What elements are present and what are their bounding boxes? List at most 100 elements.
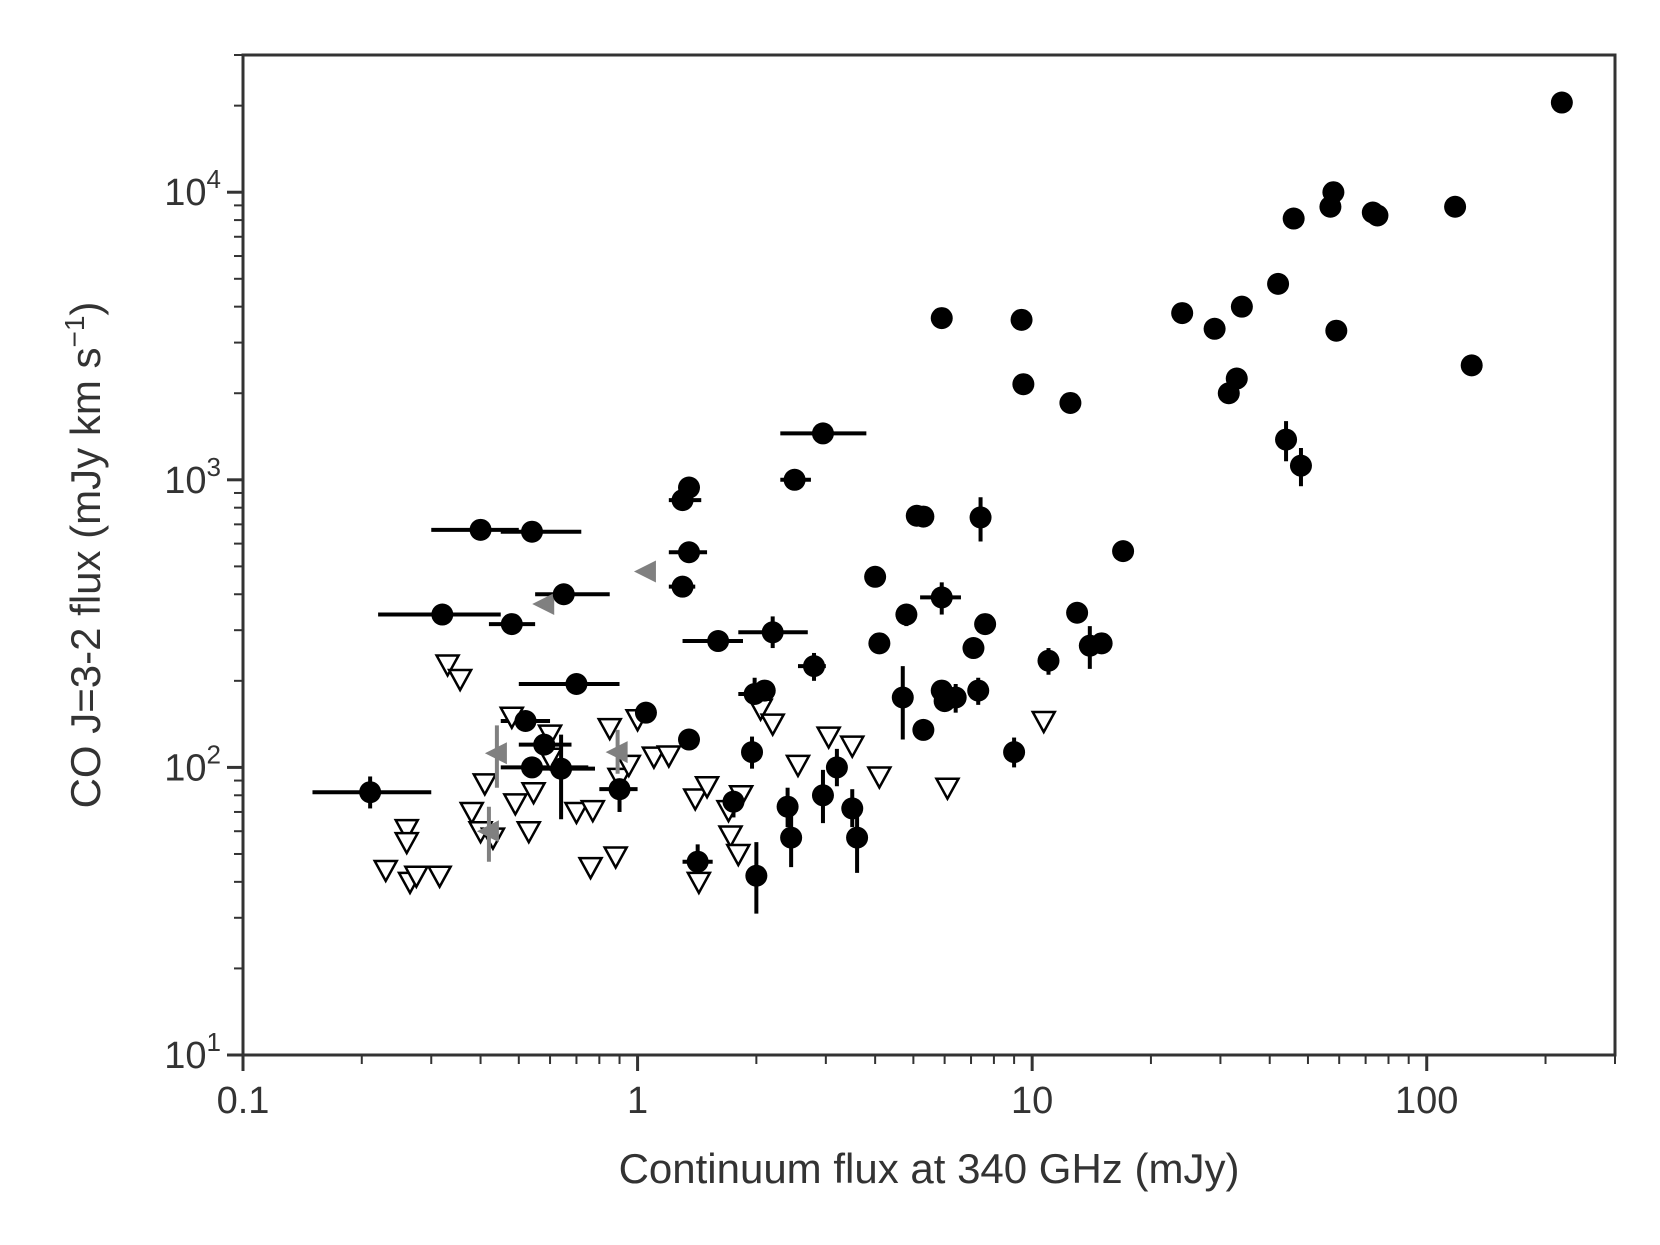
continuum-limit-marker (484, 742, 507, 765)
y-axis-title-sup: −1 (59, 316, 90, 348)
detection-point (1112, 540, 1135, 563)
detection-point (912, 718, 935, 741)
y-tick-label-base: 10 (164, 747, 206, 789)
detection-point (846, 826, 869, 849)
detection-point (520, 520, 543, 543)
detection-point (514, 709, 537, 732)
x-tick-label: 10 (1011, 1080, 1053, 1122)
y-tick-label-exponent: 1 (207, 1027, 221, 1057)
detection-point (1366, 204, 1389, 227)
upper-limit-marker (655, 745, 682, 770)
detection-point (741, 741, 764, 764)
detection-point (930, 586, 953, 609)
detection-point (745, 864, 768, 887)
plot-marks (312, 91, 1573, 914)
continuum-limit-marker (476, 820, 499, 843)
continuum-limit-marker (532, 592, 555, 615)
detection-point (431, 603, 454, 626)
detection-point (1012, 373, 1035, 396)
detection-point (722, 790, 745, 813)
upper-limit-marker (640, 746, 668, 771)
y-tick-label-base: 10 (164, 1035, 206, 1077)
upper-limit-marker (458, 801, 485, 826)
detection-point (1066, 601, 1089, 624)
upper-limit-marker (759, 713, 786, 738)
detection-point (1322, 181, 1345, 204)
upper-limit-marker (866, 766, 893, 791)
detection-point (1230, 295, 1253, 318)
detection-point (500, 613, 523, 636)
upper-limit-marker (563, 801, 590, 826)
detection-point (912, 505, 935, 528)
y-tick-label: 104 (164, 164, 221, 214)
detection-point (678, 541, 701, 564)
x-axis-title: Continuum flux at 340 GHz (mJy) (619, 1145, 1240, 1192)
x-tick-label: 0.1 (217, 1080, 270, 1122)
detection-point (678, 476, 701, 499)
y-tick-label-exponent: 3 (207, 452, 221, 482)
upper-limit-marker (471, 773, 498, 797)
detection-point (930, 307, 953, 330)
detection-point (1203, 317, 1226, 340)
y-tick-label: 103 (164, 452, 221, 502)
upper-limit-marker (682, 788, 709, 813)
detection-point (895, 603, 918, 626)
detection-point (707, 630, 730, 653)
detection-point (967, 679, 990, 702)
detection-point (1225, 367, 1248, 390)
upper-limit-marker (579, 799, 606, 824)
upper-limit-marker (393, 818, 420, 843)
x-tick-label: 1 (627, 1080, 648, 1122)
upper-limit-marker (403, 865, 430, 890)
upper-limit-marker (717, 825, 744, 850)
detection-point (1267, 272, 1290, 295)
detection-point (1059, 391, 1082, 414)
y-tick-label-exponent: 4 (207, 164, 221, 194)
detection-point (811, 784, 834, 807)
upper-limit-marker (725, 843, 752, 868)
detection-point (825, 756, 848, 779)
detection-point (469, 518, 492, 541)
detection-point (634, 701, 657, 724)
detection-point (608, 778, 631, 801)
upper-limit-marker (426, 865, 453, 890)
upper-limit-marker (434, 654, 461, 679)
detection-point (1003, 741, 1026, 764)
detection-point (753, 679, 776, 702)
y-tick-label: 101 (164, 1027, 221, 1077)
detection-point (944, 686, 967, 709)
y-tick-label-exponent: 2 (207, 739, 221, 769)
y-axis-title-main: CO J=3-2 flux (mJy km s (62, 348, 109, 809)
detection-point (1325, 319, 1348, 342)
detection-point (811, 422, 834, 445)
detection-point (783, 468, 806, 491)
upper-limit-marker (1030, 710, 1057, 735)
detection-point (678, 728, 701, 751)
y-axis-title: CO J=3-2 flux (mJy km s−1) (59, 302, 109, 809)
detection-point (803, 655, 826, 678)
y-tick-label-base: 10 (164, 172, 206, 214)
detection-point (565, 672, 588, 695)
upper-limit-marker (934, 777, 961, 802)
detection-point (1171, 302, 1194, 325)
detection-point (841, 797, 864, 820)
detection-point (520, 756, 543, 779)
upper-limit-marker (839, 735, 866, 760)
upper-limit-marker (577, 856, 604, 881)
detection-point (1444, 195, 1467, 218)
upper-limit-marker (602, 846, 629, 871)
y-axis-title-close: ) (62, 302, 109, 316)
detection-point (1010, 308, 1033, 331)
upper-limit-marker (685, 871, 712, 896)
detection-point (864, 565, 887, 588)
continuum-limit-marker (633, 560, 656, 583)
x-tick-label: 100 (1395, 1080, 1458, 1122)
upper-limit-marker (446, 668, 474, 693)
upper-limit-marker (502, 793, 529, 817)
upper-limit-marker (815, 726, 842, 751)
detection-point (776, 795, 799, 818)
detection-point (761, 621, 784, 644)
detection-point (1090, 632, 1113, 655)
